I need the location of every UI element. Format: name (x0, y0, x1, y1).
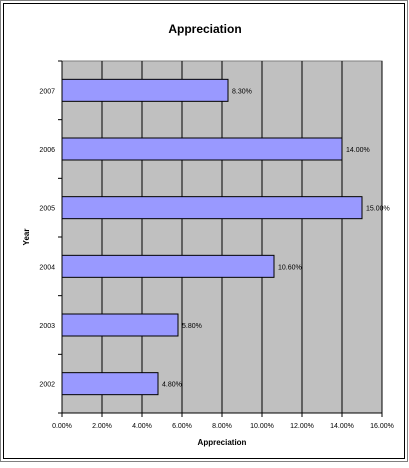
data-labels: 4.80% 5.80% 10.60% 15.00% 14.00% 8.30% (162, 88, 390, 388)
bar (61, 137, 343, 161)
y-tick-label: 2002 (39, 382, 55, 389)
chart-title: Appreciation (168, 22, 241, 36)
x-tick-label: 16.00% (370, 423, 394, 430)
y-axis: 2002 2003 2004 2005 2006 2007 (39, 60, 63, 414)
y-tick-label: 2007 (39, 88, 55, 95)
y-tick-label: 2006 (39, 147, 55, 154)
bar (61, 313, 179, 337)
data-label: 4.80% (162, 382, 182, 389)
x-tick-label: 2.00% (92, 423, 112, 430)
x-tick-label: 10.00% (250, 423, 274, 430)
data-label: 10.60% (278, 264, 302, 271)
data-label: 8.30% (232, 88, 252, 95)
bar (61, 78, 229, 102)
x-tick-label: 4.00% (132, 423, 152, 430)
data-label: 14.00% (346, 147, 370, 154)
data-label: 15.00% (366, 206, 390, 213)
x-tick-label: 6.00% (172, 423, 192, 430)
bar (61, 372, 159, 396)
x-axis-title: Appreciation (198, 438, 247, 447)
x-tick-label: 8.00% (212, 423, 232, 430)
y-axis-title: Year (22, 229, 31, 246)
y-tick-label: 2003 (39, 323, 55, 330)
y-tick-label: 2005 (39, 206, 55, 213)
bar (61, 254, 275, 278)
y-tick-label: 2004 (39, 264, 55, 271)
data-label: 5.80% (182, 323, 202, 330)
x-tick-label: 12.00% (290, 423, 314, 430)
gridlines (101, 61, 383, 413)
x-axis: 0.00% 2.00% 4.00% 6.00% 8.00% 10.00% 12.00% 14.… (52, 412, 394, 430)
bar (61, 196, 363, 220)
x-tick-label: 14.00% (330, 423, 354, 430)
x-tick-label: 0.00% (52, 423, 72, 430)
